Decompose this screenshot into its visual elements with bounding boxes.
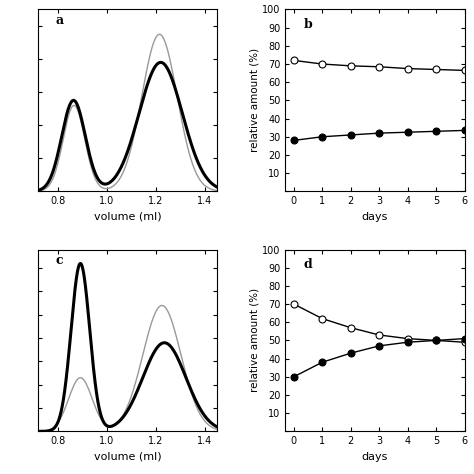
Text: d: d <box>303 258 312 271</box>
Text: a: a <box>56 14 64 27</box>
Text: b: b <box>303 18 312 31</box>
Text: c: c <box>56 254 64 267</box>
X-axis label: days: days <box>362 452 388 462</box>
X-axis label: volume (ml): volume (ml) <box>94 452 161 462</box>
X-axis label: days: days <box>362 212 388 222</box>
Y-axis label: relative amount (%): relative amount (%) <box>249 48 259 153</box>
X-axis label: volume (ml): volume (ml) <box>94 212 161 222</box>
Y-axis label: relative amount (%): relative amount (%) <box>249 288 259 392</box>
